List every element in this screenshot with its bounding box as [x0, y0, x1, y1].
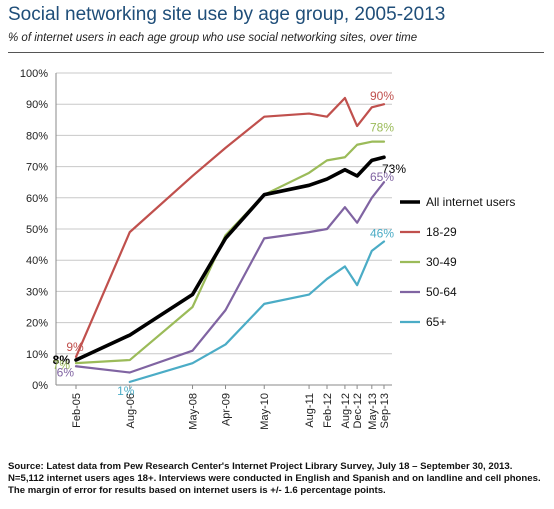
- legend-entry: 65+: [426, 315, 446, 329]
- start-data-label: 1%: [117, 384, 135, 398]
- y-tick-label: 20%: [26, 318, 48, 330]
- series-line-50-64: [74, 181, 386, 374]
- end-data-label: 73%: [382, 162, 406, 176]
- start-data-label: 7%: [53, 358, 71, 372]
- chart-subtitle: % of internet users in each age group wh…: [8, 32, 418, 44]
- title-divider: [8, 52, 544, 53]
- y-tick-label: 10%: [26, 349, 48, 361]
- legend-entry: 18-29: [426, 225, 457, 239]
- start-data-label: 8%: [53, 353, 71, 367]
- x-tick-label: Aug-12: [340, 393, 352, 428]
- y-tick-label: 40%: [26, 255, 48, 267]
- y-tick-label: 80%: [26, 130, 48, 142]
- y-tick-label: 60%: [26, 193, 48, 205]
- y-tick-label: 70%: [26, 162, 48, 174]
- series-line-65-: [128, 240, 386, 383]
- y-tick-label: 50%: [26, 224, 48, 236]
- x-tick-label: Dec-12: [352, 393, 364, 428]
- y-tick-label: 90%: [26, 99, 48, 111]
- series-line-30-49: [74, 140, 386, 365]
- chart-title: Social networking site use by age group,…: [8, 4, 446, 25]
- end-data-label: 90%: [370, 89, 394, 103]
- y-tick-label: 0%: [32, 380, 48, 392]
- x-tick-label: Aug-11: [304, 393, 316, 428]
- x-tick-label: Apr-09: [221, 393, 233, 426]
- end-data-label: 65%: [370, 170, 394, 184]
- end-data-label: 46%: [370, 226, 394, 240]
- x-tick-label: Sep-13: [379, 393, 391, 428]
- legend-entry: 50-64: [426, 285, 457, 299]
- series-line-all-internet-users: [74, 155, 386, 362]
- x-tick-label: Feb-05: [71, 393, 83, 428]
- y-tick-label: 30%: [26, 286, 48, 298]
- series-line-18-29: [74, 96, 386, 359]
- legend-entry: All internet users: [426, 195, 515, 209]
- x-tick-label: May-08: [188, 393, 200, 430]
- source-note: Source: Latest data from Pew Research Ce…: [8, 461, 541, 496]
- start-data-label: 9%: [66, 340, 84, 354]
- y-tick-label: 100%: [20, 68, 48, 80]
- x-tick-label: Feb-12: [322, 393, 334, 428]
- x-tick-label: May-10: [259, 393, 271, 430]
- x-tick-label: Aug-06: [125, 393, 137, 428]
- start-data-label: 6%: [57, 365, 75, 379]
- end-data-label: 78%: [370, 121, 394, 135]
- legend-entry: 30-49: [426, 255, 457, 269]
- line-chart: 0% 10% 20% 30% 40% 50% 60% 70% 80% 90% 100% Feb-05 A…: [20, 68, 516, 430]
- x-tick-label: May-13: [367, 393, 379, 430]
